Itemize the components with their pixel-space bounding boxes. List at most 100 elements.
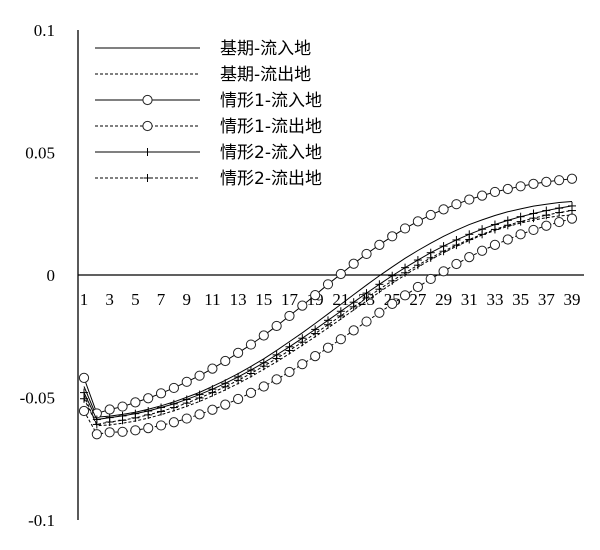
data-point (285, 346, 294, 355)
x-tick-label: 27 (409, 290, 427, 309)
x-tick-label: 31 (461, 290, 478, 309)
data-point (271, 374, 282, 385)
data-point (258, 381, 269, 392)
data-point (387, 231, 398, 242)
data-point (80, 394, 88, 403)
data-point (541, 220, 552, 231)
legend-entry: 情形2-流入地 (95, 143, 322, 163)
data-point (361, 316, 372, 327)
data-point (207, 363, 218, 374)
x-tick-label: 37 (538, 290, 556, 309)
data-point (464, 194, 475, 205)
data-point (336, 311, 345, 320)
y-tick-label: -0.05 (20, 389, 55, 408)
data-point (233, 393, 244, 405)
data-point (401, 268, 410, 277)
data-point (208, 388, 217, 397)
data-point (502, 183, 513, 195)
data-point (465, 235, 474, 244)
data-point (490, 225, 499, 234)
data-point (233, 347, 244, 359)
data-point (464, 252, 475, 263)
data-point (541, 176, 552, 187)
data-point (92, 420, 101, 429)
data-point (155, 388, 167, 399)
data-point (182, 399, 191, 408)
data-point (322, 279, 334, 290)
data-point (515, 229, 526, 240)
data-point (322, 342, 334, 353)
series-line (83, 205, 573, 421)
data-point (412, 281, 423, 293)
data-point (144, 410, 153, 419)
data-point (554, 216, 565, 228)
legend-marker (142, 94, 153, 106)
series-3 (78, 173, 578, 419)
data-point (502, 234, 513, 245)
series-1 (83, 201, 573, 418)
data-point (528, 178, 539, 189)
data-point (516, 217, 525, 226)
data-point (169, 403, 178, 412)
data-point (399, 290, 411, 301)
legend-label: 情形1-流入地 (220, 91, 322, 111)
data-point (104, 404, 115, 415)
legend-marker (143, 174, 152, 182)
data-point (529, 214, 538, 223)
data-point (168, 417, 179, 428)
data-point (234, 376, 243, 385)
x-tick-label: 15 (255, 290, 272, 309)
data-point (478, 230, 487, 239)
legend-label: 基期-流出地 (220, 65, 311, 85)
x-tick-label: 9 (182, 290, 191, 309)
data-point (168, 382, 179, 394)
data-point (568, 206, 576, 215)
data-point (425, 273, 436, 285)
data-point (104, 427, 115, 438)
data-point (297, 300, 308, 311)
data-point (528, 224, 539, 236)
data-point (258, 330, 269, 341)
data-point (413, 261, 422, 270)
data-point (542, 211, 551, 220)
data-point (195, 393, 204, 402)
data-point (388, 276, 397, 285)
data-point (335, 268, 346, 280)
data-point (348, 258, 359, 269)
data-point (78, 405, 90, 417)
data-point (143, 393, 154, 404)
data-point (566, 173, 578, 184)
x-tick-label: 1 (80, 290, 89, 309)
data-point (477, 245, 488, 256)
data-point (298, 338, 307, 347)
y-tick-label: 0.1 (34, 21, 55, 40)
data-point (284, 366, 295, 378)
data-point (451, 199, 462, 210)
data-point (245, 339, 257, 350)
data-point (297, 359, 308, 370)
series-layer (78, 173, 578, 440)
data-point (335, 334, 346, 345)
data-point (566, 213, 578, 224)
series-5 (80, 201, 576, 424)
data-point (130, 425, 141, 436)
data-point (284, 310, 295, 322)
data-point (194, 370, 205, 381)
data-point (503, 221, 512, 230)
data-point (361, 248, 372, 260)
data-point (426, 253, 435, 262)
x-tick-label: 17 (281, 290, 299, 309)
legend-entry: 基期-流出地 (95, 65, 311, 85)
series-4 (78, 213, 578, 440)
data-point (91, 429, 102, 440)
y-tick-label: -0.1 (28, 511, 55, 530)
data-point (374, 307, 385, 318)
x-tick-label: 29 (435, 290, 452, 309)
series-line (83, 201, 573, 418)
data-point (425, 209, 436, 221)
x-tick-label: 39 (564, 290, 581, 309)
data-point (143, 423, 154, 434)
data-point (412, 216, 423, 227)
